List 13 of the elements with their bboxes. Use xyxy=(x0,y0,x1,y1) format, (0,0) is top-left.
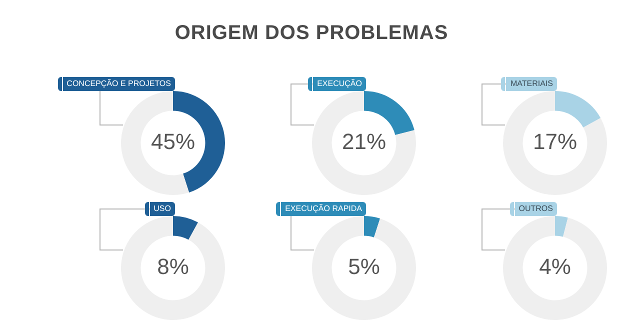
legend-label: MATERIAIS xyxy=(510,78,553,90)
data-label: 17% xyxy=(532,129,578,154)
data-label: 8% xyxy=(157,254,189,280)
data-label: 21% xyxy=(342,129,386,154)
legend-label: USO xyxy=(154,203,171,215)
text: ORIGEM DOS PROBLEMAS xyxy=(174,22,450,45)
data-label: 45% xyxy=(150,129,196,154)
legend-label: EXECUÇÃO RAPIDA xyxy=(285,203,362,215)
legend-label: EXECUÇÃO xyxy=(317,78,362,90)
legend-label: CONCEPÇÃO E PROJETOS xyxy=(66,78,171,90)
data-label: 5% xyxy=(348,254,380,280)
legend-label: OUTROS xyxy=(518,203,553,215)
data-label: 4% xyxy=(539,254,571,280)
